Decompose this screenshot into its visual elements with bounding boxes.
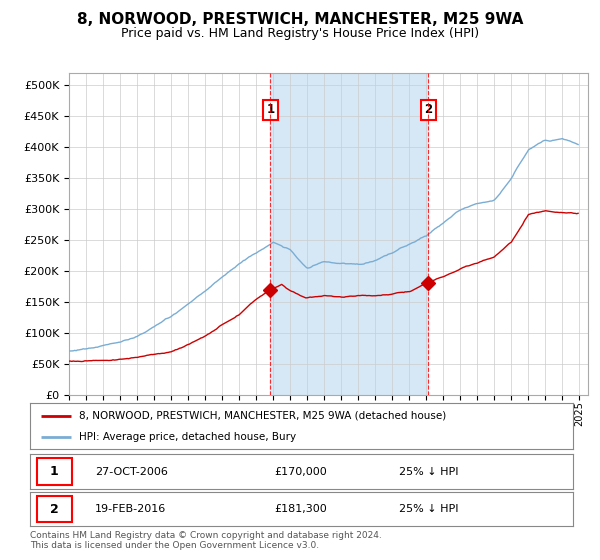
Text: Contains HM Land Registry data © Crown copyright and database right 2024.
This d: Contains HM Land Registry data © Crown c… bbox=[30, 531, 382, 550]
Text: 8, NORWOOD, PRESTWICH, MANCHESTER, M25 9WA (detached house): 8, NORWOOD, PRESTWICH, MANCHESTER, M25 9… bbox=[79, 410, 446, 421]
Text: £170,000: £170,000 bbox=[274, 466, 327, 477]
FancyBboxPatch shape bbox=[37, 458, 72, 485]
Text: 1: 1 bbox=[50, 465, 58, 478]
Text: 25% ↓ HPI: 25% ↓ HPI bbox=[399, 504, 459, 514]
Text: 27-OCT-2006: 27-OCT-2006 bbox=[95, 466, 168, 477]
Text: £181,300: £181,300 bbox=[274, 504, 327, 514]
Text: HPI: Average price, detached house, Bury: HPI: Average price, detached house, Bury bbox=[79, 432, 296, 442]
Text: 8, NORWOOD, PRESTWICH, MANCHESTER, M25 9WA: 8, NORWOOD, PRESTWICH, MANCHESTER, M25 9… bbox=[77, 12, 523, 27]
Text: Price paid vs. HM Land Registry's House Price Index (HPI): Price paid vs. HM Land Registry's House … bbox=[121, 27, 479, 40]
Text: 2: 2 bbox=[424, 104, 433, 116]
FancyBboxPatch shape bbox=[37, 496, 72, 522]
Bar bbox=[271, 73, 428, 395]
Text: 19-FEB-2016: 19-FEB-2016 bbox=[95, 504, 166, 514]
Text: 2: 2 bbox=[50, 502, 58, 516]
Text: 25% ↓ HPI: 25% ↓ HPI bbox=[399, 466, 459, 477]
Text: 1: 1 bbox=[266, 104, 274, 116]
